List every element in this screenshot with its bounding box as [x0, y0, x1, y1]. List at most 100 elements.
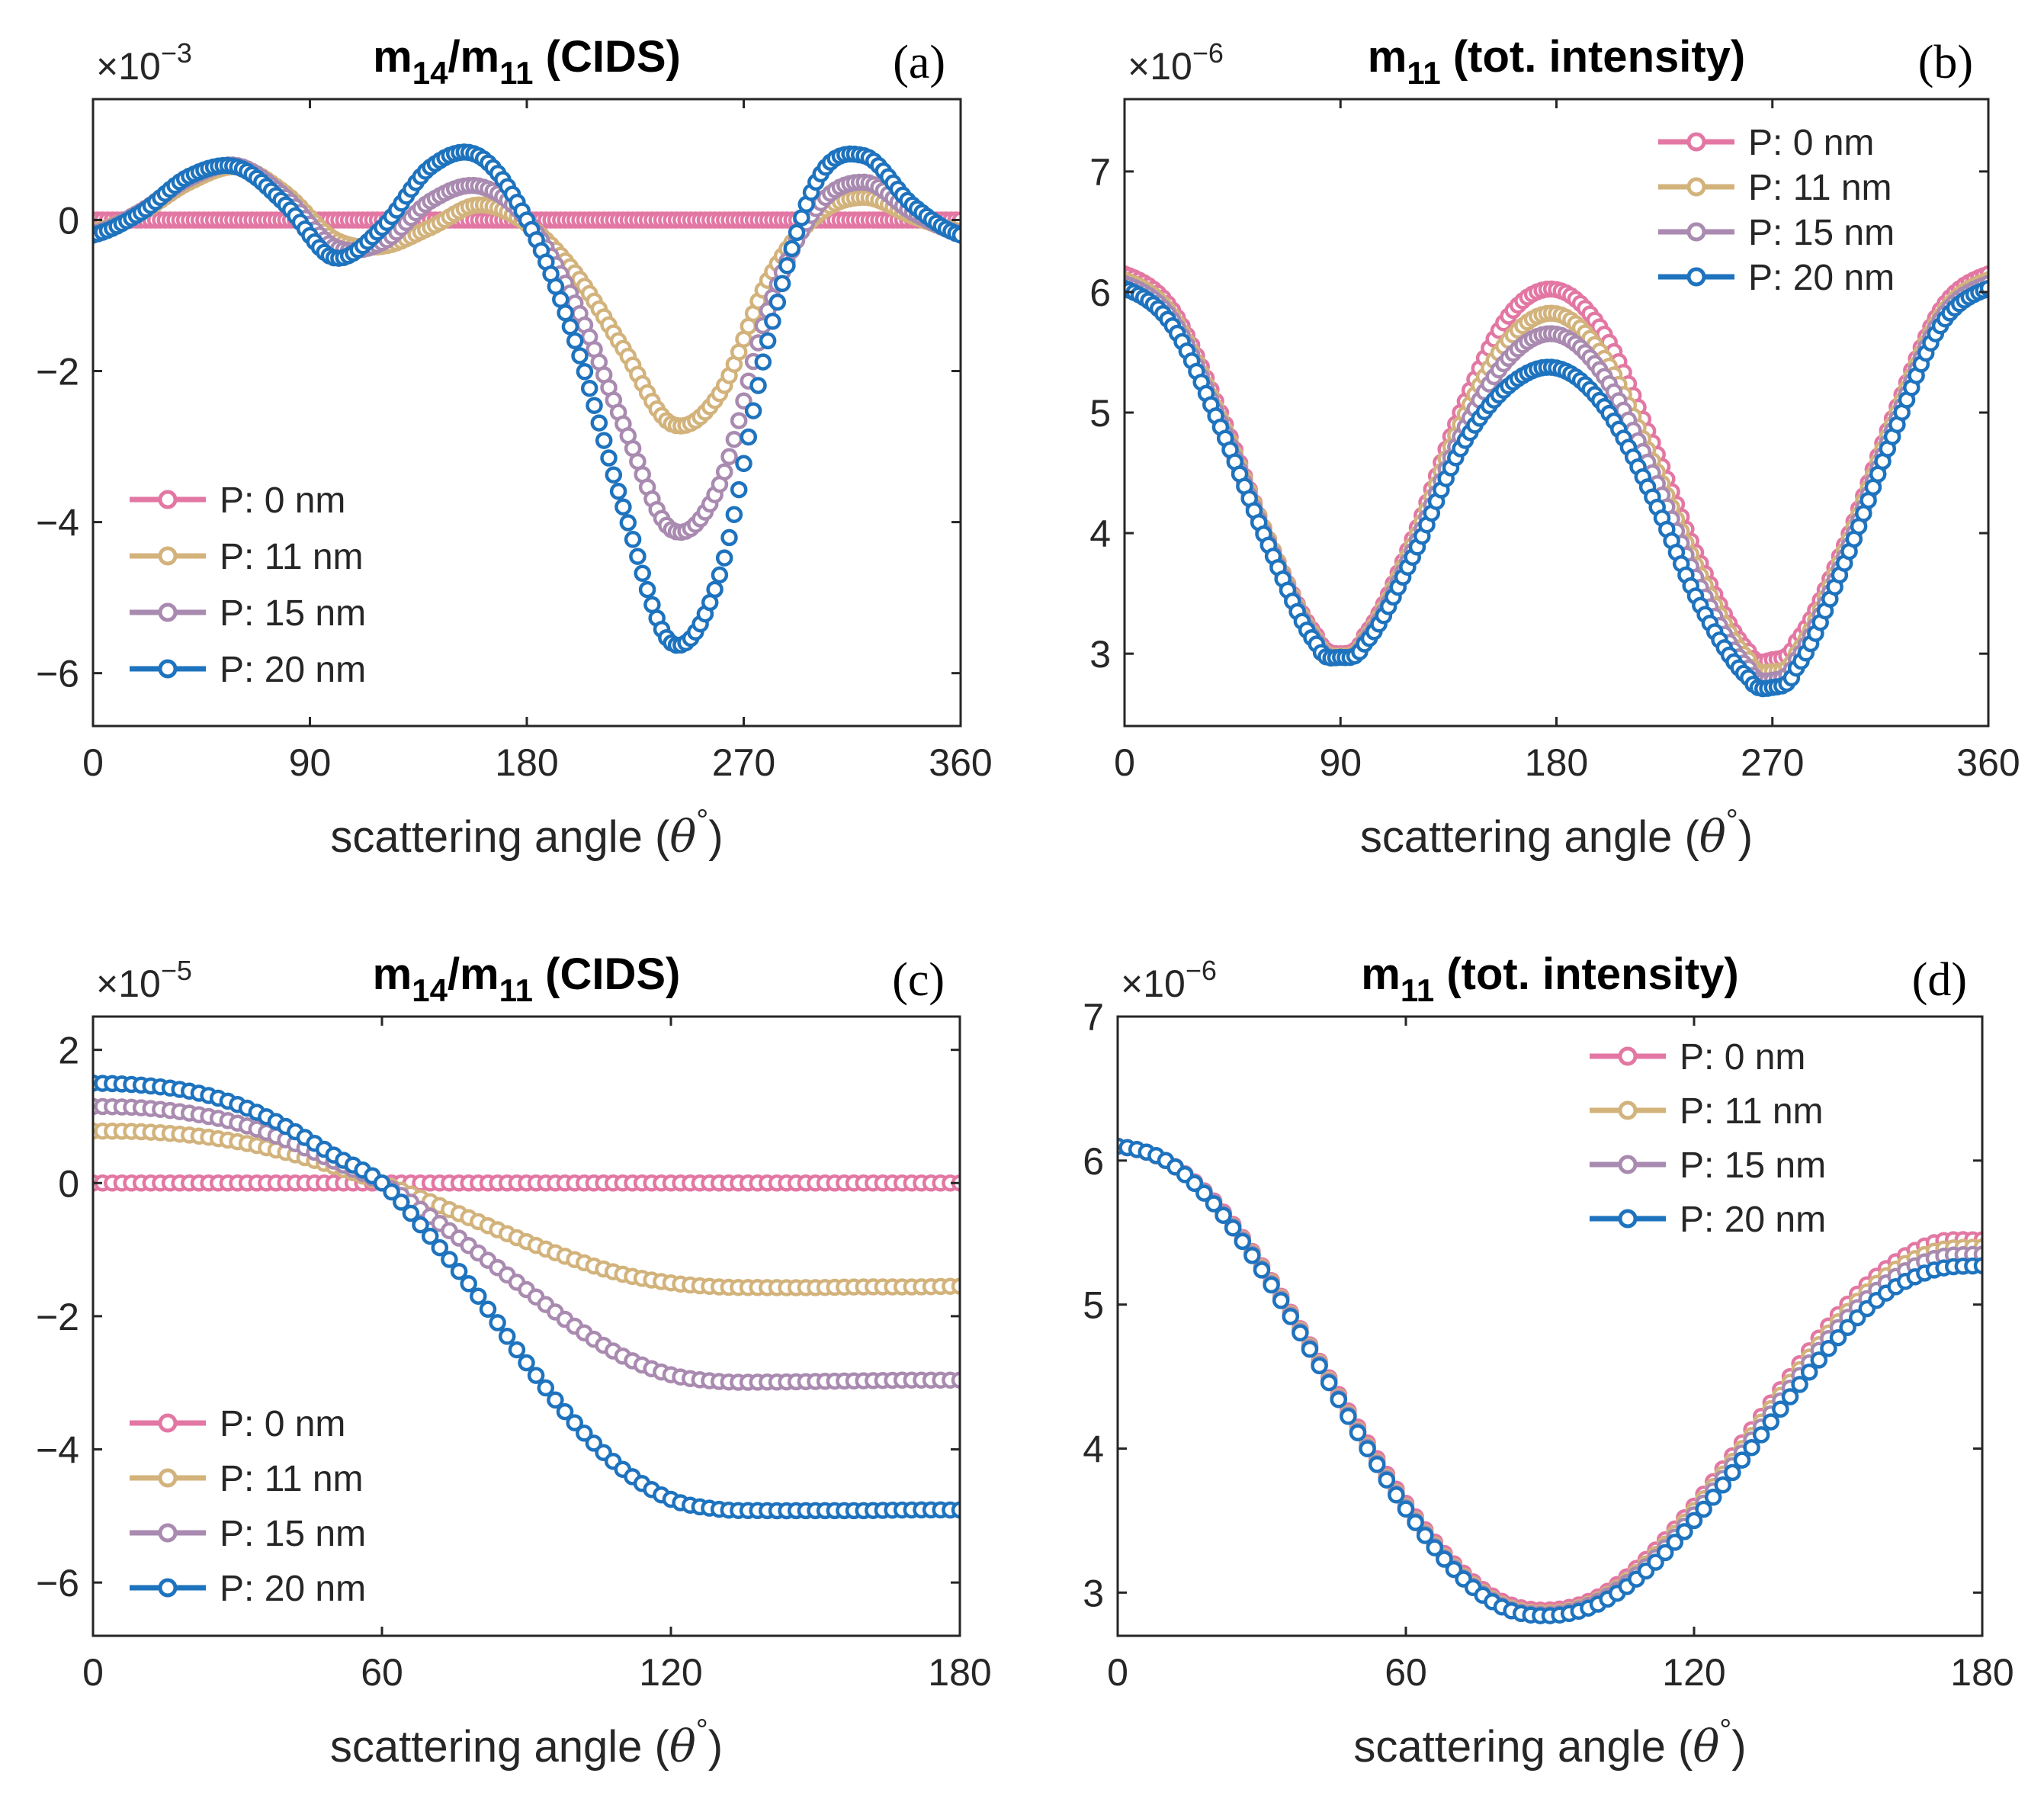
y-tick-label: −4 — [36, 1429, 79, 1472]
data-point — [576, 363, 594, 381]
series-group — [1118, 1137, 1982, 1624]
data-point — [634, 564, 651, 583]
data-point — [740, 428, 758, 446]
data-point — [759, 332, 777, 350]
data-point — [624, 531, 642, 548]
legend: P: 0 nm P: 11 nm P: 15 nm P: 20 nm — [130, 480, 366, 690]
data-point — [1195, 1184, 1213, 1202]
x-tick-label: 120 — [639, 1651, 702, 1694]
x-tick-label: 180 — [1950, 1651, 2014, 1694]
x-tick-label: 0 — [1114, 741, 1135, 784]
y-tick-label: 7 — [1089, 151, 1111, 194]
data-point — [1340, 1408, 1357, 1425]
x-tick-label: 270 — [1741, 741, 1804, 784]
y-tick-label: 4 — [1089, 512, 1111, 555]
y-tick-label: −2 — [36, 351, 79, 394]
data-point — [527, 1367, 545, 1384]
data-point — [1714, 1476, 1732, 1494]
data-point — [609, 483, 627, 500]
x-tick-label: 180 — [495, 741, 558, 784]
legend: P: 0 nm P: 11 nm P: 15 nm P: 20 nm — [1590, 1037, 1826, 1240]
legend-marker — [158, 1413, 178, 1433]
x-tick-label: 0 — [1107, 1651, 1128, 1694]
data-point — [1973, 1257, 1982, 1274]
panel-d: 0 60 120 180 3 4 5 6 7 ×10−6 m11 (tot. intensity) (… — [1083, 949, 2014, 1772]
x-tick-label: 60 — [1385, 1651, 1427, 1694]
data-point — [735, 392, 752, 410]
data-point — [1186, 1174, 1204, 1193]
y-tick-label: 7 — [1083, 996, 1104, 1039]
legend-entry: P: 0 nm — [1680, 1037, 1805, 1078]
data-point — [735, 455, 752, 473]
legend-marker — [158, 1523, 178, 1543]
y-tick-label: 3 — [1089, 633, 1111, 676]
data-point — [749, 377, 767, 394]
data-point — [441, 1251, 458, 1268]
legend-entry: P: 11 nm — [1680, 1091, 1824, 1132]
data-point — [1282, 1308, 1300, 1325]
legend-marker — [1618, 1046, 1638, 1066]
data-point — [1263, 1276, 1280, 1294]
data-point — [479, 1300, 497, 1319]
legend-entry: P: 11 nm — [220, 1459, 364, 1499]
data-point — [1205, 1195, 1223, 1213]
panel-a: 0 90 180 270 360 −6 −4 −2 0 ×10−3 m14/m11 (CIDS) (a… — [36, 32, 993, 863]
y-tick-label: −2 — [36, 1296, 79, 1338]
data-point — [764, 313, 781, 330]
legend-marker — [158, 602, 178, 622]
legend-marker — [158, 546, 178, 566]
legend-marker — [158, 1578, 178, 1598]
data-point — [1388, 1486, 1405, 1504]
series-1-markers — [93, 1122, 960, 1296]
legend-entry: P: 11 nm — [220, 537, 364, 577]
data-point — [1781, 1388, 1799, 1405]
legend-marker — [158, 1468, 178, 1488]
y-exponent: ×10−5 — [96, 955, 192, 1005]
data-point — [619, 514, 637, 532]
y-tick-label: 5 — [1089, 392, 1111, 435]
data-point — [1839, 1319, 1856, 1336]
y-tick-label: 2 — [58, 1030, 79, 1072]
data-point — [951, 226, 961, 244]
y-tick-label: 3 — [1083, 1572, 1104, 1614]
data-point — [725, 506, 743, 523]
y-tick-label: 6 — [1083, 1140, 1104, 1183]
y-tick-label: −4 — [36, 502, 79, 545]
panel-title: m14/m11 (CIDS) — [373, 32, 681, 91]
data-point — [706, 580, 724, 599]
legend-marker — [1686, 267, 1706, 287]
data-point — [1829, 1328, 1847, 1347]
series-3-markers — [93, 1075, 960, 1520]
data-point — [498, 1328, 516, 1345]
legend-entry: P: 0 nm — [220, 1404, 345, 1444]
legend-entry: P: 15 nm — [1748, 213, 1895, 253]
data-point — [1800, 1363, 1818, 1381]
data-point — [629, 548, 647, 565]
legend-entry: P: 20 nm — [220, 1569, 366, 1609]
panel-label: (d) — [1912, 954, 1967, 1006]
data-point — [744, 402, 762, 419]
data-point — [638, 580, 656, 599]
data-point — [1292, 1324, 1309, 1342]
data-point — [1695, 1500, 1712, 1518]
panel-title: m11 (tot. intensity) — [1361, 949, 1739, 1008]
legend: P: 0 nm P: 11 nm P: 15 nm P: 20 nm — [130, 1404, 366, 1609]
data-point — [1234, 1232, 1252, 1251]
data-point — [586, 397, 603, 414]
data-point — [769, 293, 787, 311]
legend-entry: P: 11 nm — [1748, 168, 1892, 208]
data-point — [508, 1341, 526, 1359]
data-point — [951, 1501, 960, 1519]
data-point — [431, 1238, 449, 1257]
data-point — [773, 275, 791, 293]
data-point — [1359, 1440, 1376, 1457]
legend-marker — [158, 659, 178, 679]
legend-marker — [1618, 1155, 1638, 1174]
series-0-markers — [93, 1174, 960, 1192]
data-point — [402, 1204, 420, 1222]
x-tick-label: 180 — [1525, 741, 1588, 784]
data-point — [566, 1414, 583, 1431]
series-group — [93, 143, 961, 654]
data-point — [793, 209, 810, 226]
